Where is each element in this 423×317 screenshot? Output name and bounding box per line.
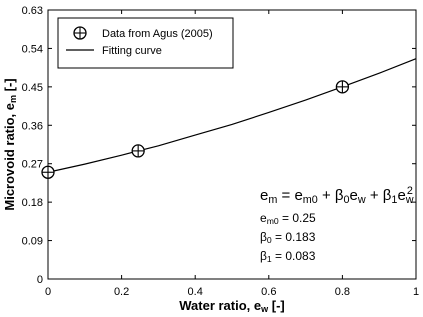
subscript: 0	[344, 194, 350, 206]
annotation: em0 = 0.25	[260, 211, 316, 226]
subscript: w	[357, 194, 366, 206]
text-part: β	[260, 249, 267, 263]
subscript: 1	[267, 254, 272, 264]
data-point	[131, 144, 145, 158]
subscript: m	[8, 95, 18, 103]
subscript: m	[268, 194, 277, 206]
y-axis-title: Microvoid ratio, em [-]	[2, 78, 18, 210]
x-tick-label: 0.6	[261, 286, 276, 298]
text-part: + β	[366, 187, 392, 204]
text-part: e	[260, 211, 267, 225]
x-tick-label: 0.2	[114, 286, 129, 298]
fit-curve	[47, 58, 417, 173]
annotation: em = em0 + β0ew + β1ew2	[260, 185, 414, 206]
data-point	[335, 80, 350, 94]
text-part: [-]	[268, 298, 285, 313]
y-tick-label: 0.45	[22, 82, 43, 94]
y-tick-label: 0.09	[22, 236, 43, 248]
text-part: [-]	[2, 78, 17, 95]
text-part: e	[260, 187, 268, 204]
annotation: β1 = 0.083	[260, 249, 316, 264]
annotation: β0 = 0.183	[260, 230, 316, 245]
y-tick-label: 0.54	[22, 43, 43, 55]
subscript: m0	[303, 194, 318, 206]
legend-label: Fitting curve	[102, 45, 162, 57]
text-part: e	[350, 187, 358, 204]
legend-label: Data from Agus (2005)	[102, 28, 213, 40]
data-point	[41, 165, 55, 179]
y-tick-label: 0.36	[22, 120, 43, 132]
superscript: 2	[407, 185, 413, 197]
x-tick-label: 0	[45, 286, 51, 298]
subscript: 0	[267, 235, 272, 245]
y-tick-label: 0.18	[22, 197, 43, 209]
x-tick-label: 0.8	[335, 286, 350, 298]
data-point	[73, 26, 87, 40]
text-part: = e	[277, 187, 302, 204]
text-part: = 0.083	[272, 249, 316, 263]
x-tick-label: 0.4	[188, 286, 203, 298]
subscript: m0	[267, 216, 279, 226]
subscript: w	[260, 304, 269, 314]
text-part: = 0.183	[272, 230, 316, 244]
y-tick-label: 0	[37, 274, 43, 286]
legend-box	[57, 17, 234, 69]
text-part: + β	[318, 187, 344, 204]
text-part: Microvoid ratio, e	[2, 103, 17, 211]
subscript: w	[405, 194, 414, 206]
text-part: e	[397, 187, 405, 204]
y-tick-label: 0.27	[22, 159, 43, 171]
x-tick-label: 1	[413, 286, 419, 298]
y-tick-label: 0.63	[22, 5, 43, 17]
text-part: Water ratio, e	[179, 298, 261, 313]
text-part: = 0.25	[279, 211, 316, 225]
subscript: 1	[391, 194, 397, 206]
x-axis-title: Water ratio, ew [-]	[179, 298, 285, 314]
text-part: β	[260, 230, 267, 244]
